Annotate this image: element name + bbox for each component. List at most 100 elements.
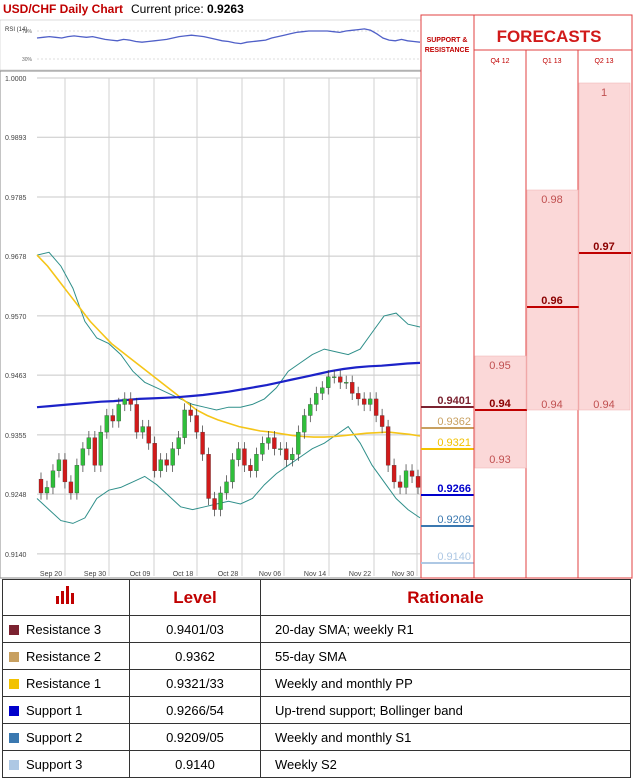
candle-down xyxy=(188,409,193,416)
sr-label: SUPPORT & xyxy=(427,37,468,44)
level-name-text: Support 3 xyxy=(26,756,83,772)
candle-up xyxy=(367,398,373,405)
candle-up xyxy=(290,454,295,460)
candle-up xyxy=(344,382,349,384)
level-header: Level xyxy=(129,579,261,616)
x-tick-label: Nov 22 xyxy=(349,571,371,578)
candle-down xyxy=(38,478,44,494)
level-name-text: Support 2 xyxy=(26,729,83,745)
sr-column xyxy=(420,14,475,579)
candle-up xyxy=(254,454,259,471)
color-swatch xyxy=(9,733,19,744)
table-row: Support 3 0.9140 Weekly S2 xyxy=(2,750,631,778)
level-value: 0.9266/54 xyxy=(129,696,261,724)
candle-down xyxy=(146,426,151,444)
candle-up xyxy=(80,448,86,466)
sma200-line xyxy=(36,361,421,409)
sr-level-label: 0.9209 xyxy=(437,514,471,526)
level-name-text: Resistance 2 xyxy=(26,648,102,664)
x-tick-label: Sep 20 xyxy=(40,571,62,578)
candle-down xyxy=(379,415,385,427)
level-name-text: Support 1 xyxy=(26,702,83,718)
level-rationale: Up-trend support; Bollinger band xyxy=(260,696,631,724)
candle-down xyxy=(356,393,361,400)
plot-frame xyxy=(0,70,422,579)
candle-up xyxy=(320,387,325,394)
rsi-level-label: 70% xyxy=(22,29,33,35)
candle-up xyxy=(86,437,92,449)
candle-up xyxy=(74,465,80,494)
color-swatch xyxy=(9,679,19,690)
level-value: 0.9401/03 xyxy=(129,615,261,643)
candle-down xyxy=(212,498,217,510)
candle-down xyxy=(200,431,205,455)
candle-up xyxy=(332,376,337,378)
candle-up xyxy=(403,470,409,488)
x-tick-label: Nov 14 xyxy=(304,571,326,578)
color-swatch xyxy=(9,760,19,771)
candle-down xyxy=(385,426,391,466)
rsi-series-line xyxy=(36,28,421,45)
level-value: 0.9321/33 xyxy=(129,669,261,697)
candle-up xyxy=(230,459,235,483)
candle-down xyxy=(391,465,397,483)
x-tick-label: Nov 30 xyxy=(392,571,414,578)
candle-up xyxy=(236,448,241,460)
level-rationale: Weekly S2 xyxy=(260,750,631,778)
usdchf-chart: 1.0000 0.9893 0.9785 0.9678 0.9570 0.9463 0.93… xyxy=(0,14,633,579)
sr-level-label: 0.9362 xyxy=(437,416,471,428)
y-tick-label: 0.9140 xyxy=(5,552,27,559)
bollinger-upper-line xyxy=(36,251,421,411)
y-tick-label: 1.0000 xyxy=(5,76,27,83)
candle-up xyxy=(296,431,301,455)
x-tick-label: Oct 28 xyxy=(218,571,239,578)
candle-down xyxy=(397,481,403,488)
forecast-low: 0.93 xyxy=(489,454,510,466)
y-tick-label: 0.9463 xyxy=(5,373,27,380)
level-name-text: Resistance 1 xyxy=(26,675,102,691)
table-row: Resistance 2 0.9362 55-day SMA xyxy=(2,642,631,670)
current-price-label: Current price: xyxy=(131,2,204,16)
candle-down xyxy=(362,398,367,405)
level-name: Resistance 3 xyxy=(2,615,130,643)
candle-up xyxy=(278,448,283,450)
candle-up xyxy=(170,448,175,466)
rationale-header: Rationale xyxy=(260,579,631,616)
forecasts-title: FORECASTS xyxy=(497,27,602,46)
y-tick-label: 0.9248 xyxy=(5,492,27,499)
candle-down xyxy=(206,454,211,499)
rsi-panel xyxy=(0,19,422,71)
forecast-high: 0.98 xyxy=(541,194,562,206)
candle-down xyxy=(415,476,421,488)
x-tick-label: Oct 09 xyxy=(130,571,151,578)
table-row: Resistance 3 0.9401/03 20-day SMA; weekly … xyxy=(2,615,631,643)
bollinger-lower-line xyxy=(36,425,421,524)
rsi-label: RSI (14) xyxy=(5,27,27,33)
candle-up xyxy=(314,393,319,405)
candle-up xyxy=(116,404,121,422)
level-name: Support 1 xyxy=(2,696,130,724)
x-tick-label: Nov 06 xyxy=(259,571,281,578)
level-name: Resistance 1 xyxy=(2,669,130,697)
candle-down xyxy=(164,459,169,466)
candle-down xyxy=(152,443,157,471)
sr-level-label: 0.9401 xyxy=(437,395,471,407)
candle-down xyxy=(128,398,133,405)
y-tick-label: 0.9678 xyxy=(5,254,27,261)
candle-up xyxy=(158,459,163,471)
color-swatch xyxy=(9,706,19,717)
forecast-column-label: Q2 13 xyxy=(594,58,613,65)
forecast-low: 0.94 xyxy=(593,399,614,411)
color-swatch xyxy=(9,625,19,636)
candle-down xyxy=(284,448,289,460)
level-rationale: 20-day SMA; weekly R1 xyxy=(260,615,631,643)
chart-header: USD/CHF Daily Chart Current price: 0.926… xyxy=(0,0,420,20)
candle-up xyxy=(308,404,313,416)
forecast-column-label: Q1 13 xyxy=(542,58,561,65)
rsi-level-label: 30% xyxy=(22,57,33,63)
candle-up xyxy=(140,426,145,433)
candle-down xyxy=(350,382,355,394)
y-tick-label: 0.9893 xyxy=(5,135,27,142)
current-price-value: 0.9263 xyxy=(207,2,244,16)
level-name: Support 2 xyxy=(2,723,130,751)
